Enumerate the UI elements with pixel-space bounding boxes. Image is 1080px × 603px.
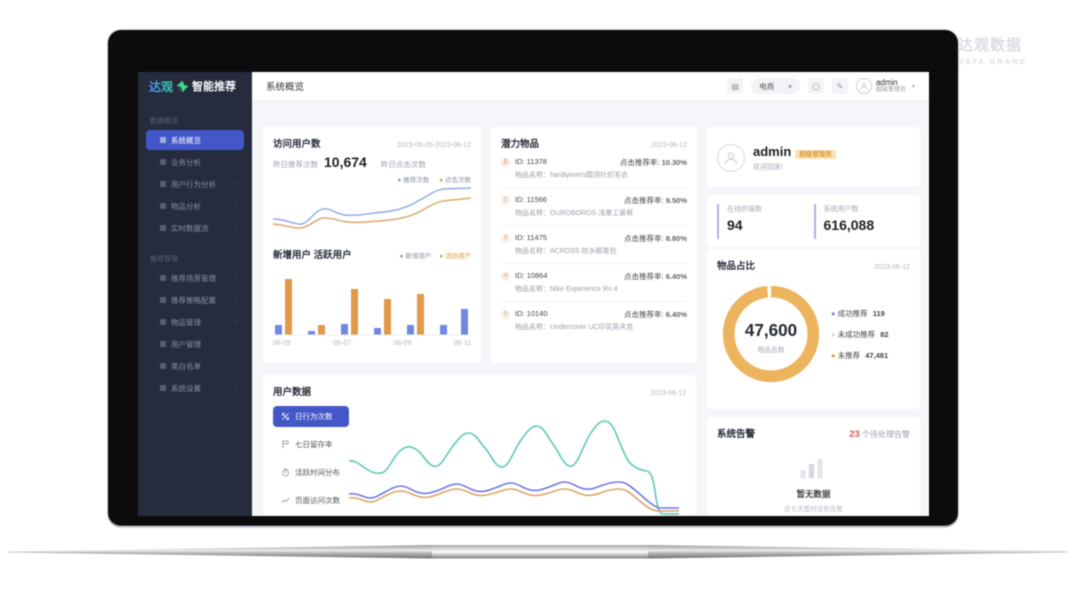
- svg-text:物品总数: 物品总数: [757, 345, 784, 354]
- svg-text:47,600: 47,600: [745, 321, 797, 340]
